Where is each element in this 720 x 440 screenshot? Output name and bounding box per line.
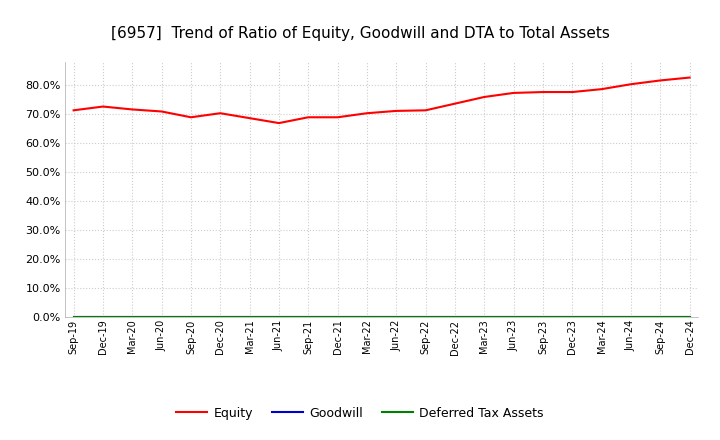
- Deferred Tax Assets: [626, 314, 635, 319]
- Goodwill: [157, 314, 166, 319]
- Goodwill: [685, 314, 694, 319]
- Goodwill: [480, 314, 489, 319]
- Goodwill: [598, 314, 606, 319]
- Text: [6957]  Trend of Ratio of Equity, Goodwill and DTA to Total Assets: [6957] Trend of Ratio of Equity, Goodwil…: [111, 26, 609, 41]
- Deferred Tax Assets: [451, 314, 459, 319]
- Equity: [568, 89, 577, 95]
- Deferred Tax Assets: [392, 314, 400, 319]
- Equity: [128, 107, 137, 112]
- Equity: [626, 81, 635, 87]
- Equity: [157, 109, 166, 114]
- Deferred Tax Assets: [656, 314, 665, 319]
- Goodwill: [363, 314, 372, 319]
- Equity: [598, 87, 606, 92]
- Equity: [480, 94, 489, 99]
- Deferred Tax Assets: [509, 314, 518, 319]
- Goodwill: [656, 314, 665, 319]
- Deferred Tax Assets: [274, 314, 283, 319]
- Deferred Tax Assets: [157, 314, 166, 319]
- Deferred Tax Assets: [99, 314, 107, 319]
- Goodwill: [246, 314, 254, 319]
- Line: Equity: Equity: [73, 77, 690, 123]
- Goodwill: [304, 314, 312, 319]
- Deferred Tax Assets: [128, 314, 137, 319]
- Equity: [392, 108, 400, 114]
- Equity: [216, 110, 225, 116]
- Deferred Tax Assets: [363, 314, 372, 319]
- Equity: [363, 110, 372, 116]
- Goodwill: [626, 314, 635, 319]
- Goodwill: [539, 314, 547, 319]
- Deferred Tax Assets: [216, 314, 225, 319]
- Deferred Tax Assets: [186, 314, 195, 319]
- Equity: [186, 115, 195, 120]
- Equity: [656, 78, 665, 83]
- Deferred Tax Assets: [333, 314, 342, 319]
- Goodwill: [392, 314, 400, 319]
- Legend: Equity, Goodwill, Deferred Tax Assets: Equity, Goodwill, Deferred Tax Assets: [171, 402, 549, 425]
- Goodwill: [274, 314, 283, 319]
- Goodwill: [333, 314, 342, 319]
- Equity: [421, 108, 430, 113]
- Equity: [451, 101, 459, 106]
- Equity: [99, 104, 107, 109]
- Deferred Tax Assets: [568, 314, 577, 319]
- Goodwill: [451, 314, 459, 319]
- Deferred Tax Assets: [421, 314, 430, 319]
- Equity: [333, 115, 342, 120]
- Goodwill: [421, 314, 430, 319]
- Equity: [304, 115, 312, 120]
- Equity: [274, 121, 283, 126]
- Deferred Tax Assets: [304, 314, 312, 319]
- Deferred Tax Assets: [246, 314, 254, 319]
- Goodwill: [69, 314, 78, 319]
- Deferred Tax Assets: [539, 314, 547, 319]
- Goodwill: [128, 314, 137, 319]
- Goodwill: [568, 314, 577, 319]
- Deferred Tax Assets: [685, 314, 694, 319]
- Deferred Tax Assets: [69, 314, 78, 319]
- Deferred Tax Assets: [480, 314, 489, 319]
- Goodwill: [186, 314, 195, 319]
- Deferred Tax Assets: [598, 314, 606, 319]
- Goodwill: [99, 314, 107, 319]
- Equity: [69, 108, 78, 113]
- Equity: [246, 116, 254, 121]
- Equity: [539, 89, 547, 95]
- Goodwill: [216, 314, 225, 319]
- Equity: [685, 75, 694, 80]
- Goodwill: [509, 314, 518, 319]
- Equity: [509, 90, 518, 95]
